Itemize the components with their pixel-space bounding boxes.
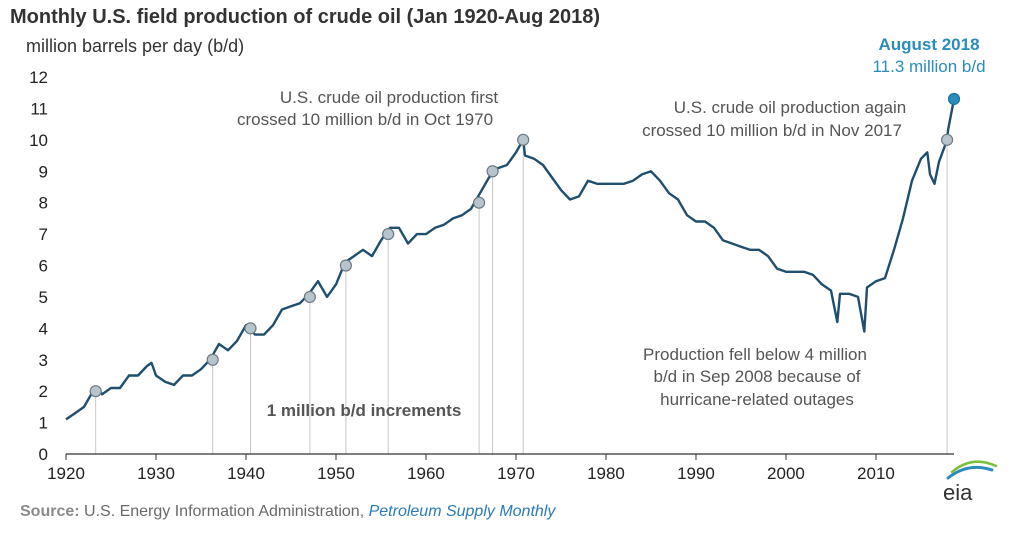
axes: 1920 1930 1940 1950 1960 1970 1980 1990 2000 2010… [29,68,954,483]
milestone-markers [89,92,961,398]
annotation-fell-below-line3: hurricane-related outages [660,390,854,409]
milestone-marker [206,353,219,366]
x-tick-label: 1960 [407,464,445,483]
units-label: million barrels per day (b/d) [26,36,245,56]
y-tick-label: 11 [30,99,48,118]
milestone-marker [940,133,954,146]
milestone-marker [472,196,486,209]
annotation-again-10-line1: U.S. crude oil production again [674,98,906,117]
marker-guides [95,139,948,454]
y-tick-label: 1 [39,414,48,433]
milestone-marker [339,259,352,272]
x-tick-label: 1980 [587,464,625,483]
latest-value-marker [947,92,961,106]
annotation-latest-value: 11.3 million b/d [872,57,985,76]
x-tick-label: 1970 [497,464,535,483]
y-tick-label: 12 [29,68,48,87]
annotation-again-10-line2: crossed 10 million b/d in Nov 2017 [642,121,902,140]
y-tick-label: 4 [39,319,48,338]
source-note: Source: U.S. Energy Information Administ… [20,503,555,521]
x-tick-label: 2000 [767,464,805,483]
y-tick-label: 9 [39,162,48,181]
milestone-marker [382,227,395,241]
source-publication: Petroleum Supply Monthly [368,503,556,520]
chart-title: Monthly U.S. field production of crude o… [10,6,601,28]
y-tick-label: 8 [39,194,48,213]
y-tick-label: 10 [29,131,48,150]
y-tick-label: 5 [39,288,48,307]
eia-logo-text: eia [943,480,973,505]
x-tick-label: 1990 [677,464,715,483]
milestone-marker [244,322,257,335]
milestone-marker [517,133,530,146]
annotation-fell-below-line1: Production fell below 4 million [643,345,867,364]
annotation-first-10-line1: U.S. crude oil production first [280,88,499,107]
milestone-marker [303,290,316,304]
source-label: Source: [20,503,80,520]
annotation-fell-below-line2: b/d in Sep 2008 because of [654,367,861,386]
x-tick-label: 2010 [857,464,895,483]
x-tick-label: 1950 [317,464,355,483]
y-tick-label: 6 [39,257,48,276]
x-tick-label: 1940 [227,464,265,483]
annotation-increments: 1 million b/d increments [267,401,462,420]
milestone-marker [486,165,499,178]
y-tick-label: 2 [39,382,48,401]
y-tick-label: 3 [39,351,48,370]
annotation-latest-label: August 2018 [878,35,979,54]
y-tick-label: 0 [39,445,48,464]
y-tick-label: 7 [39,225,48,244]
x-tick-label: 1930 [137,464,175,483]
annotation-first-10-line2: crossed 10 million b/d in Oct 1970 [237,110,493,129]
eia-logo: eia [943,460,998,505]
x-tick-label: 1920 [47,464,85,483]
source-text: U.S. Energy Information Administration, [79,503,369,520]
milestone-marker [89,385,102,398]
